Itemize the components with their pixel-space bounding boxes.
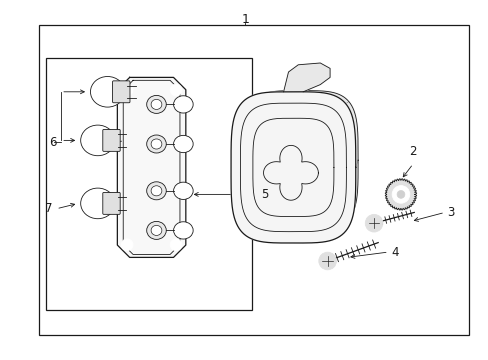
Polygon shape <box>117 77 185 257</box>
Text: 6: 6 <box>49 136 56 149</box>
Circle shape <box>170 84 182 96</box>
Text: 4: 4 <box>390 246 398 258</box>
Circle shape <box>396 190 404 198</box>
Ellipse shape <box>173 182 193 199</box>
Text: 1: 1 <box>241 13 249 26</box>
Text: 7: 7 <box>45 202 52 215</box>
Ellipse shape <box>173 222 193 239</box>
Polygon shape <box>283 63 329 92</box>
FancyBboxPatch shape <box>112 81 130 103</box>
Bar <box>39 25 468 335</box>
Ellipse shape <box>151 186 162 196</box>
Ellipse shape <box>173 135 193 153</box>
Ellipse shape <box>151 139 162 149</box>
Circle shape <box>170 239 182 251</box>
Text: 5: 5 <box>261 188 268 201</box>
Polygon shape <box>243 91 357 230</box>
Ellipse shape <box>151 99 162 109</box>
FancyBboxPatch shape <box>102 193 120 214</box>
Circle shape <box>365 215 382 232</box>
Ellipse shape <box>146 95 166 113</box>
Ellipse shape <box>146 135 166 153</box>
Bar <box>46 58 251 310</box>
Polygon shape <box>385 179 416 210</box>
Text: 3: 3 <box>447 206 454 219</box>
Circle shape <box>391 186 409 203</box>
Text: 2: 2 <box>408 145 416 158</box>
Circle shape <box>318 252 336 270</box>
Circle shape <box>121 84 133 96</box>
Ellipse shape <box>146 182 166 200</box>
Ellipse shape <box>90 77 124 107</box>
Ellipse shape <box>151 225 162 235</box>
FancyBboxPatch shape <box>102 130 120 151</box>
Ellipse shape <box>81 188 115 219</box>
Ellipse shape <box>146 221 166 239</box>
Ellipse shape <box>81 125 115 156</box>
Polygon shape <box>231 92 355 243</box>
Ellipse shape <box>173 96 193 113</box>
Circle shape <box>121 239 133 251</box>
